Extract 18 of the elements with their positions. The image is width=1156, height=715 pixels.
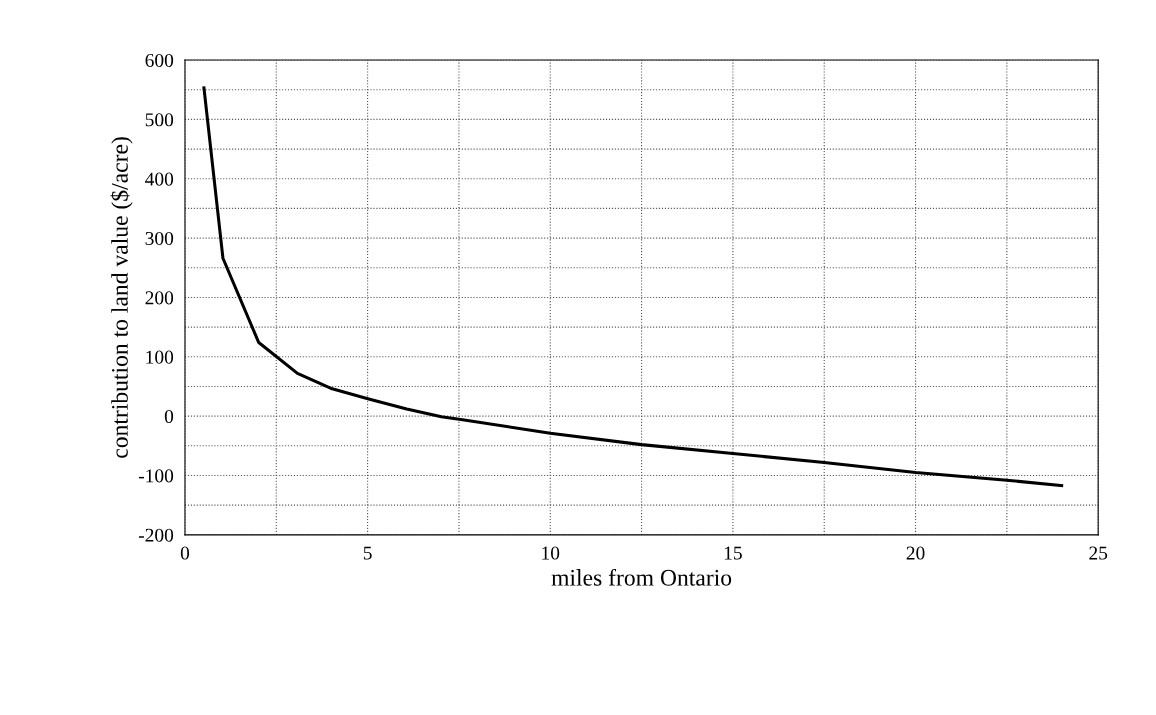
x-tick-label: 10 [542, 546, 560, 560]
y-tick-label: -100 [138, 469, 174, 483]
y-tick-label: 100 [146, 350, 174, 364]
x-tick-label: 0 [180, 546, 190, 560]
y-tick-label: 500 [145, 113, 174, 127]
line-series [202, 86, 1064, 488]
x-tick-label: 5 [363, 546, 372, 560]
y-axis-title: contribution to land value ($/acre) [110, 137, 133, 458]
y-tick-label: 300 [145, 231, 174, 246]
y-tick-label: -200 [138, 528, 174, 542]
x-tick-label: 20 [906, 546, 925, 560]
x-tick-label: 15 [724, 546, 742, 560]
y-tick-label: 0 [164, 409, 174, 424]
x-axis-title: miles from Ontario [551, 568, 732, 586]
y-tick-label: 400 [145, 172, 174, 186]
x-tick-label: 25 [1089, 546, 1108, 560]
y-tick-label: 200 [145, 291, 174, 305]
y-tick-label: 600 [145, 53, 174, 67]
